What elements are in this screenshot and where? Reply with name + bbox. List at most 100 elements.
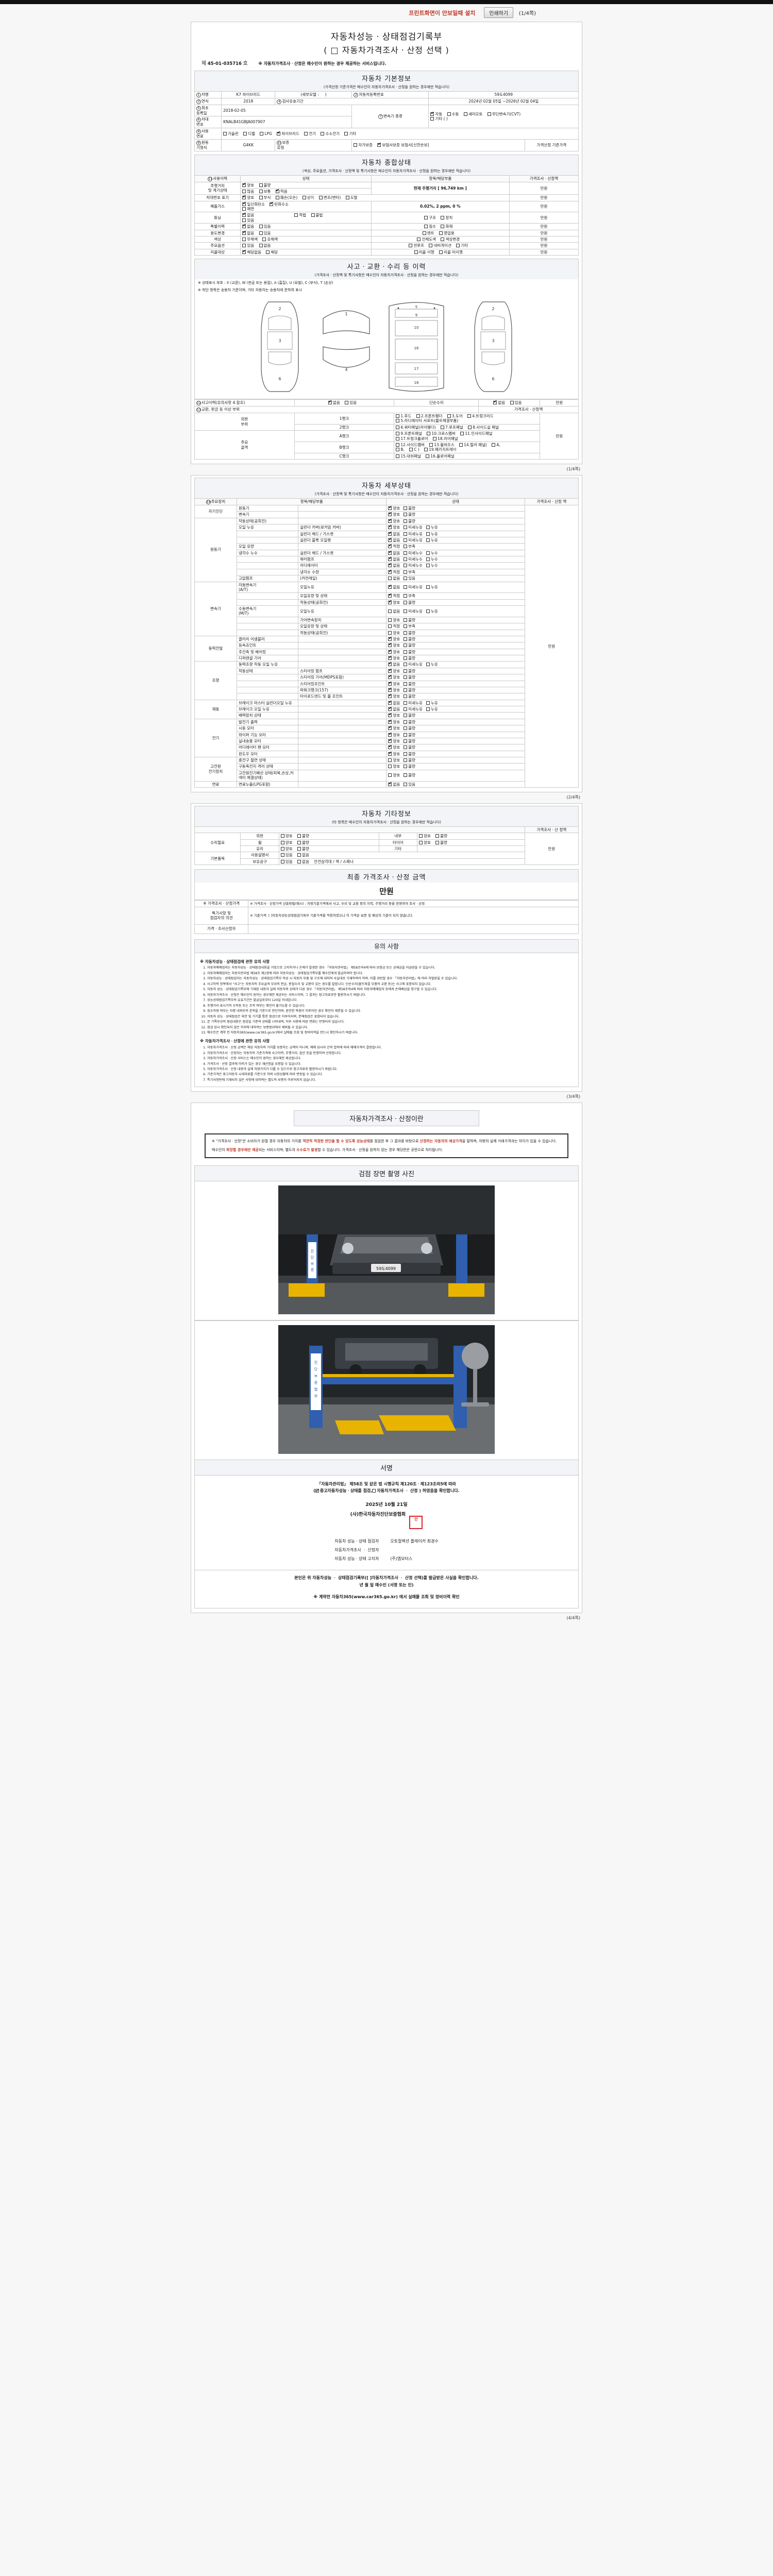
detail-opt-2-6-0[interactable]: 양호 [388,631,400,635]
special-flood[interactable]: 침수 [424,224,436,229]
detail-opt-7-1-0[interactable]: 양호 [388,764,400,769]
fuel-opt-3[interactable]: 하이브리드 [277,130,299,136]
detail-opt-6-4-1[interactable]: 불량 [404,745,415,750]
option-nav[interactable]: 네비게이션 [429,243,451,248]
detail-opt-6-0-0[interactable]: 양호 [388,719,400,724]
usage-yes[interactable]: 있음 [259,231,271,235]
detail-opt-6-3-0[interactable]: 양호 [388,738,400,743]
detail-opt-3-1-0[interactable]: 양호 [388,642,400,648]
detail-opt-4-5-1[interactable]: 불량 [404,694,415,699]
rankC-item-1[interactable]: 16.플로어패널 [426,454,455,459]
detail-opt-1-9-1[interactable]: 있음 [404,576,415,581]
detail-opt-2-3-1[interactable]: 미세누유 [404,609,423,614]
detail-opt-4-0-2[interactable]: 누유 [426,662,438,667]
detail-opt-1-3-1[interactable]: 미세누유 [404,538,423,543]
detail-opt-5-2-0[interactable]: 양호 [388,712,400,718]
sig-check-b[interactable] [372,1489,376,1493]
rankA-item-1[interactable]: 10.크로스멤버 [427,431,456,436]
rankB-item-4[interactable]: B, [396,447,405,452]
detail-opt-0-1-1[interactable]: 불량 [404,512,415,517]
rank1-item-3[interactable]: 4.트렁크리드 [467,414,494,418]
rankB-item-3[interactable]: A, [492,443,500,447]
rank2-item-1[interactable]: 7.루프패널 [440,425,463,430]
detail-opt-1-3-0[interactable]: 없음 [388,537,400,543]
recall-na[interactable]: 해당없음 [242,249,261,255]
vin-altered[interactable]: 변조(변타) [318,195,341,200]
tuning-yes[interactable]: 있음 [242,218,254,223]
detail-opt-2-3-0[interactable]: 없음 [388,609,400,614]
detail-opt-2-0-1[interactable]: 미세누유 [404,585,423,589]
detail-opt-1-2-0[interactable]: 없음 [388,531,400,536]
detail-opt-2-0-2[interactable]: 누유 [426,585,438,589]
usage-commercial[interactable]: 영업용 [439,231,455,235]
rank1-item-0[interactable]: 1.후드 [396,414,411,418]
detail-opt-7-2-0[interactable]: 양호 [388,773,400,777]
rank2-item-0[interactable]: 6.쿼터패널(리어휀다) [396,425,436,430]
mileage-normal[interactable]: 보통 [259,189,271,194]
detail-opt-2-2-1[interactable]: 불량 [404,600,415,605]
detail-opt-4-1-0[interactable]: 양호 [388,668,400,673]
option-no[interactable]: 없음 [259,243,271,248]
detail-opt-6-4-0[interactable]: 양호 [388,744,400,750]
detail-opt-0-0-1[interactable]: 불량 [404,506,415,511]
detail-opt-2-2-0[interactable]: 양호 [388,599,400,605]
rankB-item-1[interactable]: 13.휠하우스 [429,443,455,447]
tools-yes[interactable]: 있음 [280,859,293,864]
outer-bad[interactable]: 불량 [297,834,309,838]
usage-rent[interactable]: 렌트 [422,231,434,235]
detail-opt-7-1-1[interactable]: 불량 [404,764,415,769]
color-achromatic[interactable]: 무채색 [242,237,258,242]
detail-opt-1-1-1[interactable]: 미세누유 [404,525,423,530]
detail-opt-7-0-0[interactable]: 양호 [388,758,400,762]
option-yes[interactable]: 있음 [242,243,254,248]
trans-opt-3[interactable]: 무단변속기(CVT) [487,112,520,116]
tire-good[interactable]: 양호 [419,840,431,845]
inner-bad[interactable]: 불량 [435,834,447,838]
detail-opt-4-2-1[interactable]: 불량 [404,675,415,680]
fuel-opt-4[interactable]: 전기 [304,131,316,136]
detail-opt-2-5-1[interactable]: 부족 [404,624,415,629]
rankB-item-2[interactable]: 14.필러 패널( [459,443,487,447]
color-changed[interactable]: 색상변경 [441,237,460,242]
detail-opt-2-1-1[interactable]: 부족 [404,594,415,598]
fuel-opt-2[interactable]: LPG [260,131,272,136]
detail-opt-5-0-2[interactable]: 누유 [426,701,438,705]
rankA-item-3[interactable]: 17.트렁크플로어 [396,436,428,441]
detail-opt-3-0-0[interactable]: 양호 [388,636,400,641]
detail-opt-4-2-0[interactable]: 양호 [388,674,400,680]
option-sunroof[interactable]: 썬루프 [409,243,424,248]
option-etc[interactable]: 기타 [456,243,468,248]
rank1-item-2[interactable]: 3.도어 [447,414,463,418]
warranty-opt-0[interactable]: 자가보증 [354,143,373,147]
detail-opt-3-2-1[interactable]: 불량 [404,650,415,654]
emission-co[interactable]: 일산화탄소 [242,201,265,207]
manual-yes[interactable]: 있음 [280,853,293,857]
detail-opt-1-4-1[interactable]: 부족 [404,544,415,549]
accident-yes[interactable]: 있음 [345,400,357,405]
detail-opt-1-7-1[interactable]: 미세누수 [404,563,423,568]
sig-check-a[interactable] [315,1487,319,1495]
trans-opt-4[interactable]: 기타 ( ) [430,116,448,121]
detail-opt-1-0-1[interactable]: 불량 [404,519,415,523]
detail-opt-4-1-1[interactable]: 불량 [404,669,415,673]
detail-opt-5-0-1[interactable]: 미세누유 [404,701,423,705]
detail-opt-2-4-1[interactable]: 불량 [404,618,415,622]
detail-opt-8-0-1[interactable]: 있음 [404,782,415,787]
detail-opt-2-6-1[interactable]: 불량 [404,631,415,635]
rankB-item-5[interactable]: C ) [409,447,419,452]
detail-opt-2-4-0[interactable]: 양호 [388,618,400,622]
tire-bad[interactable]: 불량 [435,840,447,845]
trans-opt-2[interactable]: 세미오토 [463,112,482,116]
detail-opt-5-2-1[interactable]: 불량 [404,713,415,718]
emission-hc[interactable]: 탄화수소 [270,201,289,207]
outer-good[interactable]: 양호 [280,834,293,838]
detail-opt-1-3-2[interactable]: 누유 [426,538,438,543]
wheel-bad[interactable]: 불량 [297,840,309,845]
detail-opt-1-7-2[interactable]: 누수 [426,563,438,568]
detail-opt-5-0-0[interactable]: 없음 [388,700,400,705]
vin-corrosion[interactable]: 부식 [259,195,271,200]
detail-opt-6-1-1[interactable]: 불량 [404,726,415,731]
usage-none[interactable]: 없음 [242,230,254,235]
special-none[interactable]: 없음 [242,223,254,229]
detail-opt-1-9-0[interactable]: 없음 [388,576,400,581]
